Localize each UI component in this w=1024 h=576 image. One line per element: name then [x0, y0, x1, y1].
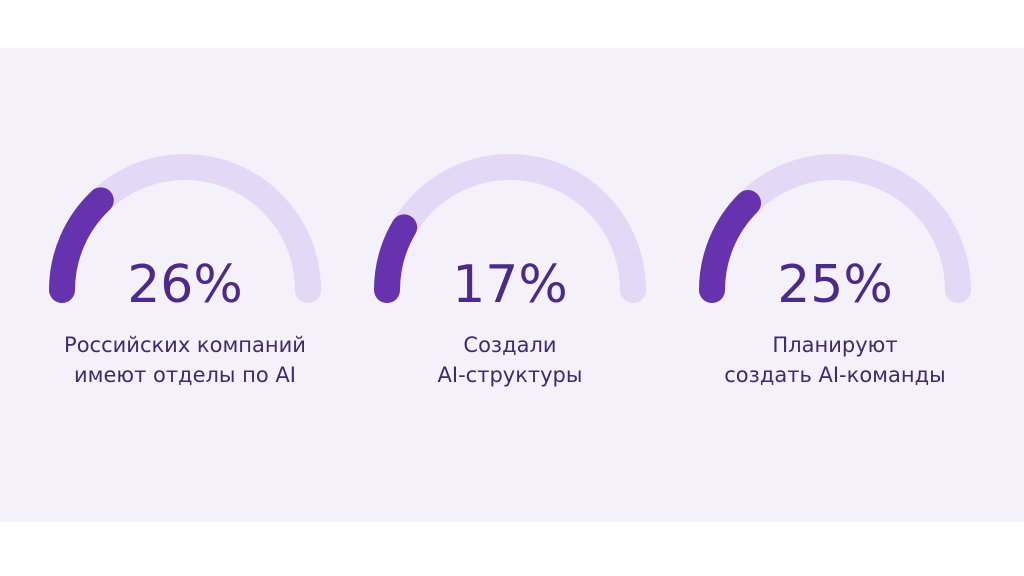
caption: Планируют [772, 333, 897, 357]
gauge-fill [374, 214, 418, 303]
caption: AI-структуры [438, 363, 583, 387]
panel [0, 48, 1024, 522]
caption: Создали [463, 333, 556, 357]
gauge-fill [699, 190, 762, 303]
value-label: 25% [777, 255, 893, 315]
gauge-fill [49, 187, 114, 303]
caption: Российских компаний [64, 333, 306, 357]
caption: создать AI-команды [724, 363, 945, 387]
caption: имеют отделы по AI [74, 363, 296, 387]
value-label: 17% [452, 255, 568, 315]
value-label: 26% [127, 255, 243, 315]
